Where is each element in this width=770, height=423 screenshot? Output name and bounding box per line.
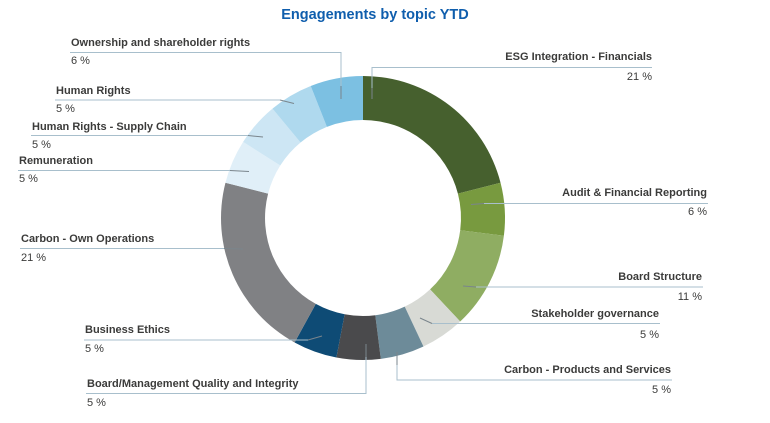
leader-line-board-management-quality-and-integrity [86, 357, 367, 394]
value-carbon-products-and-services: 5 % [652, 384, 671, 396]
leader-tick-board-structure [462, 285, 477, 288]
value-board-management-quality-and-integrity: 5 % [87, 397, 106, 409]
leader-tick-carbon-own-operations [223, 248, 244, 250]
leader-tick-business-ethics [307, 335, 323, 341]
donut-segment-stakeholder-governance [404, 289, 461, 347]
label-board-management-quality-and-integrity: Board/Management Quality and Integrity [87, 378, 299, 390]
donut-segment-board-management-quality-and-integrity [336, 314, 381, 360]
label-esg-integration-financials: ESG Integration - Financials [505, 51, 652, 63]
donut-segment-audit-financial-reporting [457, 182, 506, 236]
value-human-rights: 5 % [56, 103, 75, 115]
donut-segment-ownership-and-shareholder-rights [310, 76, 363, 127]
label-board-structure: Board Structure [618, 271, 702, 283]
value-ownership-and-shareholder-rights: 6 % [71, 55, 90, 67]
value-audit-financial-reporting: 6 % [688, 206, 707, 218]
label-carbon-products-and-services: Carbon - Products and Services [504, 364, 671, 376]
label-ownership-and-shareholder-rights: Ownership and shareholder rights [71, 37, 251, 49]
donut-segment-human-rights [272, 85, 327, 143]
donut-segment-carbon-own-operations [220, 182, 316, 343]
label-audit-financial-reporting: Audit & Financial Reporting [562, 187, 707, 199]
donut-segment-esg-integration-financials [363, 76, 501, 194]
leader-line-carbon-products-and-services [396, 365, 672, 381]
leader-tick-human-rights [279, 99, 295, 104]
value-business-ethics: 5 % [85, 343, 104, 355]
donut-segment-remuneration [225, 141, 281, 194]
label-remuneration: Remuneration [19, 155, 93, 167]
leader-lines [18, 52, 708, 394]
label-human-rights-supply-chain: Human Rights - Supply Chain [32, 121, 187, 133]
leader-tick-human-rights-supply-chain [247, 135, 264, 138]
donut-ring [220, 76, 506, 360]
value-board-structure: 11 % [677, 291, 702, 303]
label-carbon-own-operations: Carbon - Own Operations [21, 233, 155, 245]
label-human-rights: Human Rights [56, 85, 131, 97]
donut-segment-human-rights-supply-chain [243, 108, 301, 166]
leader-line-esg-integration-financials [371, 67, 652, 88]
value-human-rights-supply-chain: 5 % [32, 139, 51, 151]
leader-tick-stakeholder-governance [419, 317, 433, 324]
donut-segment-carbon-products-and-services [375, 306, 424, 359]
leader-line-ownership-and-shareholder-rights [70, 52, 342, 86]
donut-segment-board-structure [430, 230, 504, 322]
label-business-ethics: Business Ethics [85, 324, 170, 336]
value-carbon-own-operations: 21 % [21, 252, 47, 264]
chart-title: Engagements by topic YTD [281, 7, 469, 23]
value-stakeholder-governance: 5 % [640, 329, 659, 341]
value-esg-integration-financials: 21 % [626, 71, 652, 83]
leader-tick-remuneration [229, 170, 250, 172]
leader-tick-audit-financial-reporting [470, 203, 485, 205]
label-stakeholder-governance: Stakeholder governance [531, 308, 659, 320]
value-remuneration: 5 % [19, 173, 38, 185]
donut-segment-business-ethics [294, 303, 345, 358]
